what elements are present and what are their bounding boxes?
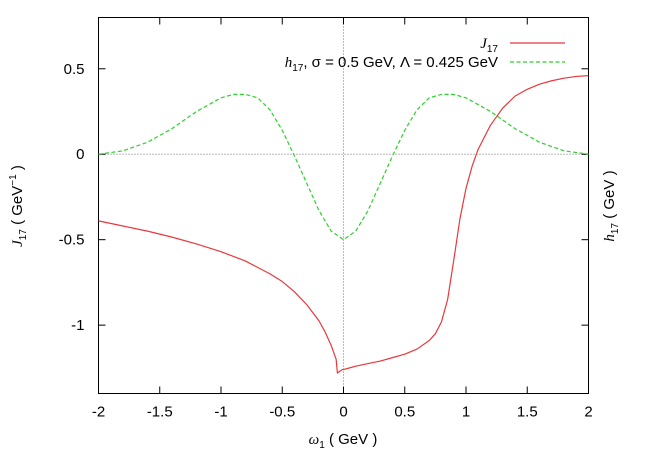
x-axis-label: ω1 ( GeV ) [309,431,378,451]
legend-label-h17: h17, σ = 0.5 GeV, Λ = 0.425 GeV [285,54,498,74]
legend-label-j17: J17 [480,36,498,55]
series-line-j17 [98,75,589,374]
series-line-h17 [98,93,589,241]
y-tick-label: 0 [76,146,84,163]
y-axis-label: J17 ( GeV−1 ) [8,165,29,247]
tick-labels: -2 -1.5 -1 -0.5 0 0.5 1 1.5 2 -1 -0.5 0 0.5 [59,61,593,421]
x-tick-label: 0 [339,404,347,421]
zero-lines [98,17,589,394]
x-tick-label: -2 [92,404,105,421]
x-tick-label: 1 [462,404,470,421]
y-tick-label: 0.5 [64,61,85,78]
y-tick-label: -1 [71,317,84,334]
ticks [98,17,589,394]
plot-frame [98,17,589,394]
series-lines [98,75,589,374]
x-tick-label: -0.5 [269,404,295,421]
x-tick-label: -1 [214,404,227,421]
y-tick-label: -0.5 [59,232,85,249]
x-tick-label: 2 [584,404,592,421]
x-tick-label: -1.5 [147,404,173,421]
x-tick-label: 0.5 [394,404,415,421]
x-tick-label: 1.5 [517,404,538,421]
y2-axis-label: h17 ( GeV ) [601,170,621,241]
